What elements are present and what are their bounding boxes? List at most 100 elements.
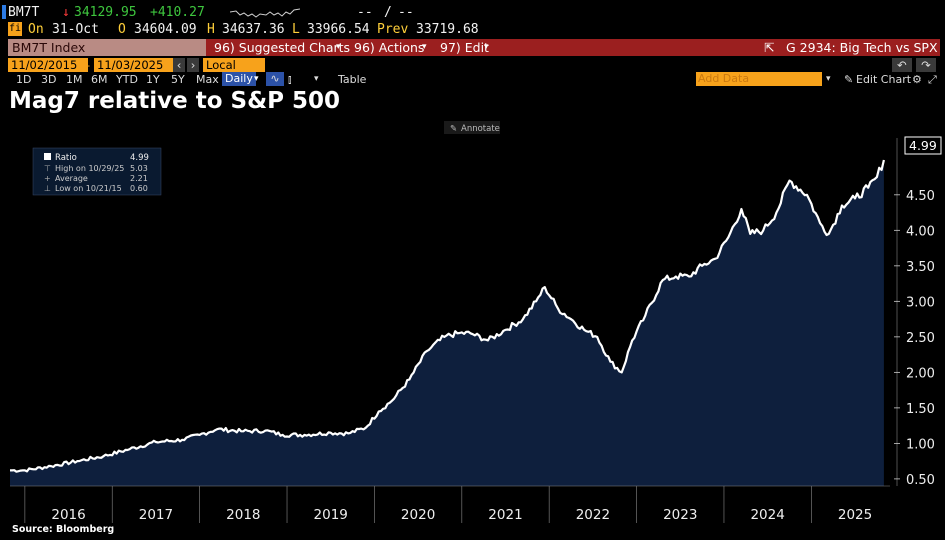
high-marker-icon: ⊤: [44, 164, 51, 173]
low-label: L: [292, 22, 300, 37]
legend-high-value: 5.03: [130, 164, 148, 173]
last-value-label: 4.99: [909, 138, 937, 153]
suggested-charts-menu[interactable]: 96) Suggested Charts: [214, 40, 351, 55]
bid-ask-separator: /: [384, 5, 392, 20]
date-range-row: 11/02/2015 - 11/03/2025 ‹ › Local CCY ↶ …: [8, 58, 940, 86]
bar-chart-icon[interactable]: ⫾: [288, 73, 292, 86]
y-tick-label: 3.50: [906, 260, 935, 275]
legend-ratio-value: 4.99: [130, 153, 149, 163]
bid-value: --: [357, 5, 373, 20]
period-row: 1D 3D 1M 6M YTD 1Y 5Y Max Daily ▾ ∿ ⫾ ▾ …: [8, 72, 940, 87]
open-label: O: [118, 22, 126, 37]
y-tick-label: 2.00: [906, 366, 935, 381]
high-label: H: [207, 22, 215, 37]
next-period-icon[interactable]: ›: [187, 58, 199, 72]
annotate-button[interactable]: ✎ Annotate: [444, 121, 500, 134]
y-tick-label: 1.00: [906, 437, 935, 452]
suggested-dropdown-icon[interactable]: ▾: [336, 42, 341, 52]
edit-chart-icon[interactable]: ✎: [844, 73, 854, 86]
down-arrow-icon: ↓: [62, 5, 70, 20]
chart-name[interactable]: G 2934: Big Tech vs SPX: [786, 40, 938, 55]
y-tick-label: 0.50: [906, 473, 935, 488]
x-tick-label: 2021: [488, 507, 522, 523]
x-tick-label: 2022: [576, 507, 610, 523]
table-button[interactable]: Table: [338, 73, 367, 86]
x-tick-label: 2016: [51, 507, 85, 523]
legend-avg-value: 2.21: [130, 174, 148, 183]
date-separator: -: [86, 58, 91, 72]
period-1d[interactable]: 1D: [16, 73, 32, 86]
high-value: 34637.36: [222, 22, 285, 37]
period-1y[interactable]: 1Y: [146, 73, 160, 86]
average-marker-icon: +: [44, 174, 51, 183]
end-date-input[interactable]: 11/03/2025: [94, 58, 174, 72]
security-marker-icon: [2, 5, 6, 19]
open-external-icon[interactable]: ⇱: [764, 40, 775, 55]
prev-label: Prev: [377, 22, 409, 37]
legend-low-value: 0.60: [130, 184, 148, 193]
sparkline-icon: [230, 8, 300, 18]
last-value-badge: 4.99: [904, 136, 942, 155]
chart-title: Mag7 relative to S&P 500: [9, 88, 341, 114]
start-date-input[interactable]: 11/02/2015: [8, 58, 88, 72]
pencil-icon: ✎: [450, 124, 457, 134]
quote-date: 31-Oct: [52, 22, 99, 37]
period-max[interactable]: Max: [196, 73, 219, 86]
legend-swatch: [44, 153, 51, 160]
price-change: +410.27: [150, 5, 205, 20]
expand-icon[interactable]: ⤢: [928, 73, 937, 86]
frequency-select[interactable]: Daily: [222, 72, 256, 86]
actions-menu[interactable]: 96) Actions: [354, 40, 425, 55]
last-price: 34129.95: [74, 5, 137, 20]
ask-value: --: [398, 5, 414, 20]
add-data-input[interactable]: Add Data: [696, 72, 822, 86]
chart-svg: 0.50 1.00 1.50 2.00 2.50 3.00 3.50 4.00 4.50 201…: [10, 121, 942, 523]
x-tick-label: 2025: [838, 507, 872, 523]
low-marker-icon: ⊥: [44, 184, 51, 193]
fi-icon[interactable]: fi: [8, 22, 22, 36]
prev-value: 33719.68: [416, 22, 479, 37]
annotate-label: Annotate: [461, 124, 500, 134]
undo-icon[interactable]: ↶: [892, 58, 912, 72]
frequency-dropdown-icon[interactable]: ▾: [254, 74, 259, 84]
actions-dropdown-icon[interactable]: ▾: [422, 42, 427, 52]
y-tick-label: 4.50: [906, 189, 935, 204]
chart-type-dropdown-icon[interactable]: ▾: [314, 74, 319, 84]
area-fill: [10, 160, 884, 486]
period-5y[interactable]: 5Y: [171, 73, 185, 86]
source-note: Source: Bloomberg: [12, 524, 115, 535]
y-tick-label: 2.50: [906, 331, 935, 346]
x-tick-label: 2020: [401, 507, 435, 523]
period-3d[interactable]: 3D: [41, 73, 57, 86]
quote-row: fi On 31-Oct O 34604.09 H 34637.36 L 339…: [0, 22, 945, 38]
x-axis: 2016 2017 2018 2019 2020 2021 2022 2023 2024 2025: [10, 485, 890, 523]
line-series-ratio: [10, 159, 885, 473]
legend-ratio-label: Ratio: [55, 153, 77, 163]
low-value: 33966.54: [307, 22, 370, 37]
y-tick-label: 1.50: [906, 402, 935, 417]
period-1m[interactable]: 1M: [66, 73, 83, 86]
legend-avg-label: Average: [55, 174, 88, 183]
line-chart-icon[interactable]: ∿: [266, 72, 284, 86]
y-tick-label: 4.00: [906, 224, 935, 239]
redo-icon[interactable]: ↷: [916, 58, 936, 72]
edit-dropdown-icon[interactable]: ▾: [484, 42, 489, 52]
edit-menu[interactable]: 97) Edit: [440, 40, 489, 55]
open-value: 34604.09: [134, 22, 197, 37]
settings-icon[interactable]: ⚙: [912, 73, 922, 86]
legend-high-label: High on 10/29/25: [55, 164, 124, 173]
more-options-icon[interactable]: ▾: [826, 74, 831, 84]
period-6m[interactable]: 6M: [91, 73, 108, 86]
ticker-symbol[interactable]: BM7T: [8, 5, 40, 20]
security-label: BM7T Index: [12, 40, 86, 55]
x-tick-label: 2019: [314, 507, 348, 523]
x-tick-label: 2023: [663, 507, 697, 523]
security-input[interactable]: BM7T Index: [8, 39, 206, 56]
legend: Ratio 4.99 ⊤ High on 10/29/25 5.03 + Ave…: [32, 147, 162, 196]
series-line: [10, 159, 885, 473]
edit-chart-button[interactable]: Edit Chart: [856, 73, 912, 86]
currency-select[interactable]: Local CCY: [203, 58, 265, 86]
period-ytd[interactable]: YTD: [116, 73, 138, 86]
on-label: On: [28, 22, 44, 37]
prev-period-icon[interactable]: ‹: [173, 58, 185, 72]
